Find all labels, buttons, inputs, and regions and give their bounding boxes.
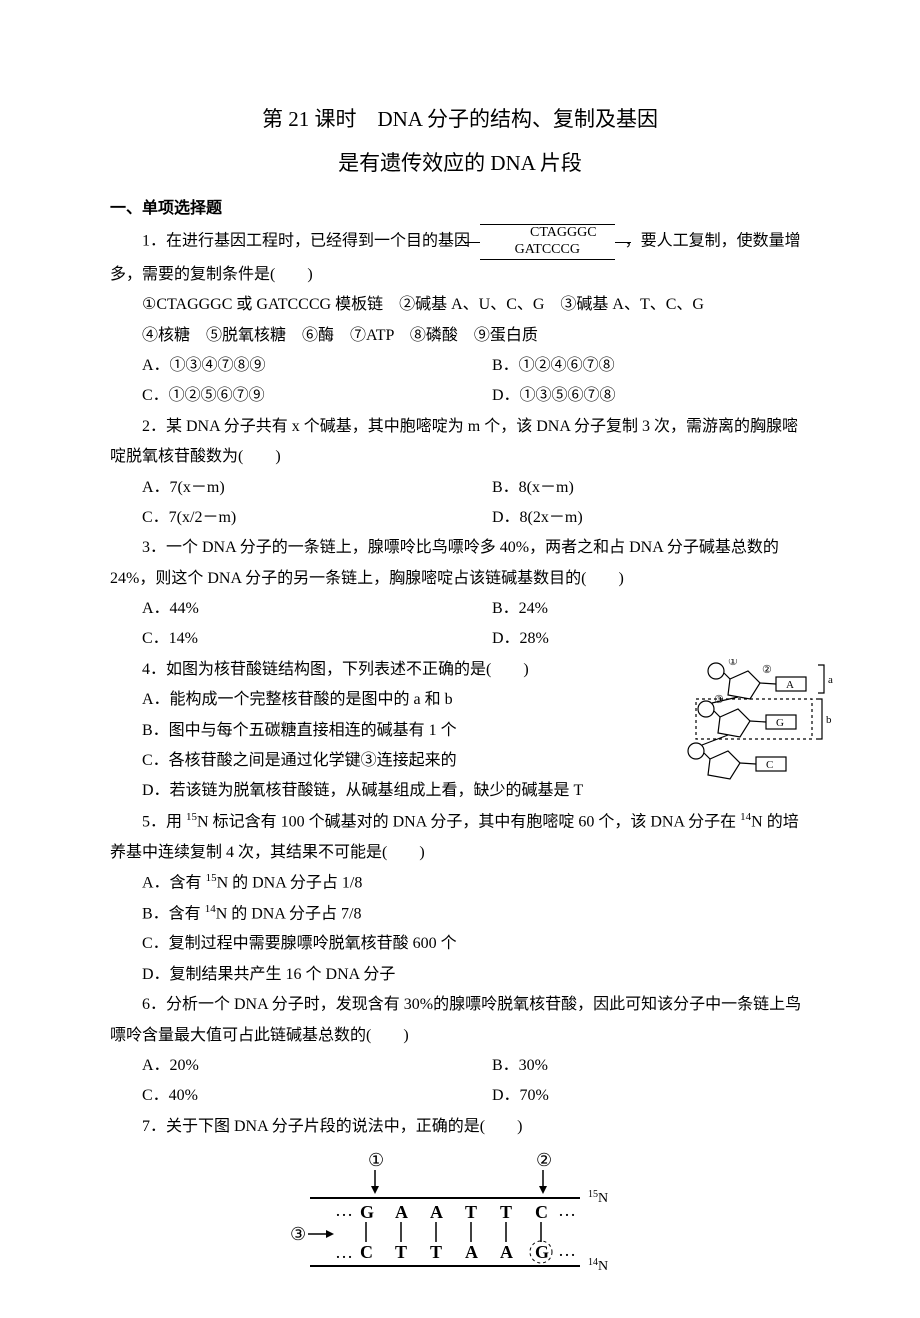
dna-fragment-diagram: ① ② … G A A T T C … ③ … C T T A A G xyxy=(280,1148,640,1278)
gene-bottom: GATCCCG xyxy=(515,242,580,257)
top-base-3: T xyxy=(465,1202,477,1222)
top-base-0: G xyxy=(360,1202,374,1222)
base-g-label: G xyxy=(776,717,784,729)
top-base-1: A xyxy=(395,1202,408,1222)
bot-base-5: G xyxy=(535,1242,549,1262)
q5b-sup: 14 xyxy=(205,903,216,915)
q2-opt-d: D．8(2x－m) xyxy=(460,503,810,533)
q5a-b: N 的 DNA 分子占 1/8 xyxy=(217,874,363,891)
q7-label-2: ② xyxy=(536,1150,552,1170)
q1-cond2: ④核糖 ⑤脱氧核糖 ⑥酶 ⑦ATP ⑧磷酸 ⑨蛋白质 xyxy=(110,321,810,351)
q5-stem-a: 5．用 xyxy=(142,813,186,830)
q2-options-row2: C．7(x/2－m) D．8(2x－m) xyxy=(110,503,810,533)
base-c-label: C xyxy=(766,759,773,771)
q6-options-row1: A．20% B．30% xyxy=(110,1051,810,1081)
q5-opt-b: B．含有 14N 的 DNA 分子占 7/8 xyxy=(110,899,810,930)
svg-text:15N: 15N xyxy=(588,1189,608,1207)
q6-opt-b: B．30% xyxy=(460,1051,810,1081)
q2-options-row1: A．7(x－m) B．8(x－m) xyxy=(110,473,810,503)
q1-opt-a: A．①③④⑦⑧⑨ xyxy=(110,351,460,381)
n15-sup: 15 xyxy=(588,1189,598,1200)
sup-14: 14 xyxy=(740,811,751,823)
q3-opt-b: B．24% xyxy=(460,594,810,624)
n14-sup: 14 xyxy=(588,1257,598,1268)
q1-options-row1: A．①③④⑦⑧⑨ B．①②④⑥⑦⑧ xyxy=(110,351,810,381)
label-3: ③ xyxy=(714,694,724,706)
bot-base-3: A xyxy=(465,1242,478,1262)
svg-text:14N: 14N xyxy=(588,1257,608,1275)
nucleotide-chain-diagram: A ① ② a G ③ b C xyxy=(668,659,838,789)
q5-stem: 5．用 15N 标记含有 100 个碱基对的 DNA 分子，其中有胞嘧啶 60 … xyxy=(110,807,810,868)
page-subtitle: 是有遗传效应的 DNA 片段 xyxy=(110,144,810,184)
q4-block: 4．如图为核苷酸链结构图，下列表述不正确的是( ) A．能构成一个完整核苷酸的是… xyxy=(110,655,810,807)
q3-opt-c: C．14% xyxy=(110,624,460,654)
q1-opt-d: D．①③⑤⑥⑦⑧ xyxy=(460,381,810,411)
bot-base-1: T xyxy=(395,1242,407,1262)
q5a-a: A．含有 xyxy=(142,874,206,891)
top-base-5: C xyxy=(535,1202,548,1222)
q7-label-1: ① xyxy=(368,1150,384,1170)
q5-opt-d: D．复制结果共产生 16 个 DNA 分子 xyxy=(110,960,810,990)
top-base-2: A xyxy=(430,1202,443,1222)
q6-opt-d: D．70% xyxy=(460,1081,810,1111)
label-2: ② xyxy=(762,664,772,676)
q1-cond1: ①CTAGGGC 或 GATCCCG 模板链 ②碱基 A、U、C、G ③碱基 A… xyxy=(110,290,810,320)
q6-opt-a: A．20% xyxy=(110,1051,460,1081)
gene-top: CTAGGGC xyxy=(530,225,597,240)
q1-opt-c: C．①②⑤⑥⑦⑨ xyxy=(110,381,460,411)
q6-options-row2: C．40% D．70% xyxy=(110,1081,810,1111)
sup-15: 15 xyxy=(186,811,197,823)
gene-sequence-box: CTAGGGC GATCCCG xyxy=(480,224,615,260)
q3-opt-d: D．28% xyxy=(460,624,810,654)
dots-br: … xyxy=(558,1240,576,1260)
q7-label-3: ③ xyxy=(290,1224,306,1244)
q5-stem-b: N 标记含有 100 个碱基对的 DNA 分子，其中有胞嘧啶 60 个，该 DN… xyxy=(197,813,740,830)
q1-stem-a: 1．在进行基因工程时，已经得到一个目的基因 xyxy=(142,233,470,250)
label-1: ① xyxy=(728,659,738,668)
q1-stem: 1．在进行基因工程时，已经得到一个目的基因 CTAGGGC GATCCCG ，要… xyxy=(110,224,810,290)
q3-options-row1: A．44% B．24% xyxy=(110,594,810,624)
dots-tr: … xyxy=(558,1200,576,1220)
top-base-4: T xyxy=(500,1202,512,1222)
q2-opt-b: B．8(x－m) xyxy=(460,473,810,503)
q1-options-row2: C．①②⑤⑥⑦⑨ D．①③⑤⑥⑦⑧ xyxy=(110,381,810,411)
q3-stem: 3．一个 DNA 分子的一条链上，腺嘌呤比鸟嘌呤多 40%，两者之和占 DNA … xyxy=(110,533,810,594)
q5-opt-a: A．含有 15N 的 DNA 分子占 1/8 xyxy=(110,868,810,899)
label-a: a xyxy=(828,674,833,686)
q6-opt-c: C．40% xyxy=(110,1081,460,1111)
q5a-sup: 15 xyxy=(206,872,217,884)
bot-base-0: C xyxy=(360,1242,373,1262)
section-heading: 一、单项选择题 xyxy=(110,194,810,224)
q3-opt-a: A．44% xyxy=(110,594,460,624)
label-b: b xyxy=(826,714,832,726)
dots-tl: … xyxy=(335,1200,353,1220)
q2-opt-a: A．7(x－m) xyxy=(110,473,460,503)
q5b-b: N 的 DNA 分子占 7/8 xyxy=(216,905,362,922)
dots-bl: … xyxy=(335,1242,353,1262)
q2-opt-c: C．7(x/2－m) xyxy=(110,503,460,533)
q7-stem: 7．关于下图 DNA 分子片段的说法中，正确的是( ) xyxy=(110,1112,810,1142)
bot-base-4: A xyxy=(500,1242,513,1262)
q1-opt-b: B．①②④⑥⑦⑧ xyxy=(460,351,810,381)
q3-options-row2: C．14% D．28% xyxy=(110,624,810,654)
q5-opt-c: C．复制过程中需要腺嘌呤脱氧核苷酸 600 个 xyxy=(110,929,810,959)
q2-stem: 2．某 DNA 分子共有 x 个碱基，其中胞嘧啶为 m 个，该 DNA 分子复制… xyxy=(110,412,810,473)
bot-base-2: T xyxy=(430,1242,442,1262)
page-title: 第 21 课时 DNA 分子的结构、复制及基因 xyxy=(110,100,810,140)
q6-stem: 6．分析一个 DNA 分子时，发现含有 30%的腺嘌呤脱氧核苷酸，因此可知该分子… xyxy=(110,990,810,1051)
q5b-a: B．含有 xyxy=(142,905,205,922)
base-a-label: A xyxy=(786,679,794,691)
